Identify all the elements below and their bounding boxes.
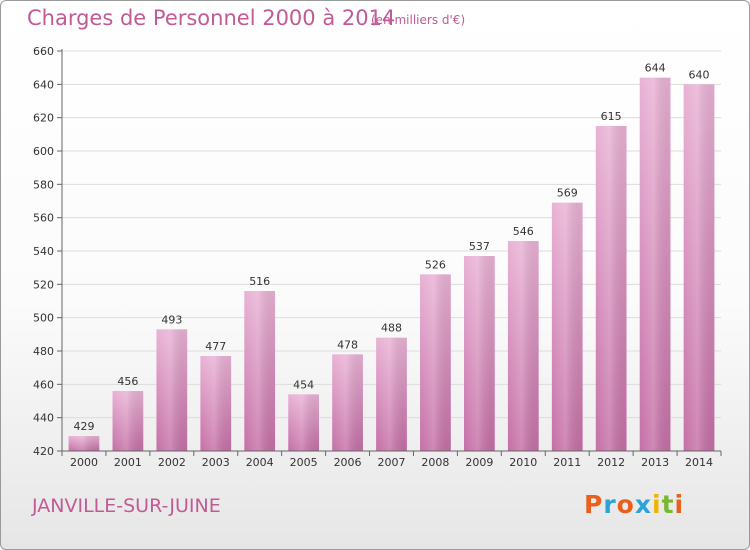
y-tick-label: 500 [33,312,54,325]
x-tick-label: 2014 [685,456,713,469]
logo-letter: x [634,490,652,519]
y-tick-label: 620 [33,112,54,125]
x-tick-label: 2013 [641,456,669,469]
data-label: 546 [513,225,534,238]
bar-chart: 429 456 493 477 516 454 478 488 526 537 546 569 615 6… [33,45,722,469]
bar-shine-2008 [420,274,451,451]
y-tick-label: 480 [33,345,54,358]
axis-layer: 420 440 460 480 500 520 540 560 580 600 620 640 660 2… [33,45,722,469]
bar-shine-2010 [507,241,539,451]
chart-title: Charges de Personnel 2000 à 2014 [27,6,396,30]
bars-layer: 429 456 493 477 516 454 478 488 526 537 546 569 615 6… [68,62,715,452]
bar-shine-2005 [288,394,320,451]
y-tick-label: 420 [33,445,54,458]
chart-subtitle: (en milliers d'€) [371,13,466,27]
data-label: 477 [205,340,226,353]
x-tick-label: 2006 [334,456,362,469]
bar-shine-2002 [156,329,188,451]
data-label: 640 [689,68,710,81]
y-tick-label: 460 [33,378,54,391]
data-label: 569 [557,187,578,200]
y-tick-label: 560 [33,212,54,225]
data-label: 456 [117,375,138,388]
y-tick-label: 640 [33,78,54,91]
data-label: 454 [293,378,314,391]
y-tick-label: 520 [33,278,54,291]
logo-letter: t [661,490,675,519]
y-tick-label: 600 [33,145,54,158]
y-tick-label: 540 [33,245,54,258]
bar-shine-2013 [639,77,671,452]
x-tick-label: 2002 [158,456,186,469]
data-label: 478 [337,338,358,351]
logo-letter: i [674,490,685,519]
x-tick-label: 2010 [509,456,537,469]
x-tick-label: 2005 [290,456,318,469]
data-label: 526 [425,258,446,271]
x-tick-label: 2009 [465,456,493,469]
bar-shine-2004 [244,291,276,451]
bar-shine-2000 [68,436,100,451]
bar-shine-2009 [463,256,495,451]
proxiti-logo: Proxiti [584,490,684,519]
x-tick-label: 2011 [553,456,581,469]
bar-shine-2006 [332,354,363,451]
bar-shine-2003 [200,356,232,451]
data-label: 537 [469,240,490,253]
data-label: 516 [249,275,270,288]
bar-shine-2014 [683,84,715,451]
logo-letter: P [584,490,604,519]
data-label: 493 [161,313,182,326]
y-tick-label: 660 [33,45,54,58]
x-tick-label: 2003 [202,456,230,469]
y-tick-label: 440 [33,412,54,425]
logo-letter: o [616,490,635,519]
bar-shine-2012 [595,126,627,451]
bar-shine-2007 [376,337,407,451]
data-label: 429 [73,420,94,433]
x-tick-label: 2008 [421,456,449,469]
data-label: 615 [601,110,622,123]
bar-shine-2001 [112,391,144,451]
x-tick-label: 2000 [70,456,98,469]
x-tick-label: 2007 [378,456,406,469]
commune-name: JANVILLE-SUR-JUINE [32,495,221,517]
y-tick-label: 580 [33,178,54,191]
x-tick-label: 2004 [246,456,274,469]
bar-shine-2011 [551,202,583,451]
x-tick-label: 2012 [597,456,625,469]
data-label: 644 [645,62,666,75]
logo-letter: r [603,490,617,519]
data-label: 488 [381,322,402,335]
x-tick-label: 2001 [114,456,142,469]
logo-letter: i [652,490,662,519]
